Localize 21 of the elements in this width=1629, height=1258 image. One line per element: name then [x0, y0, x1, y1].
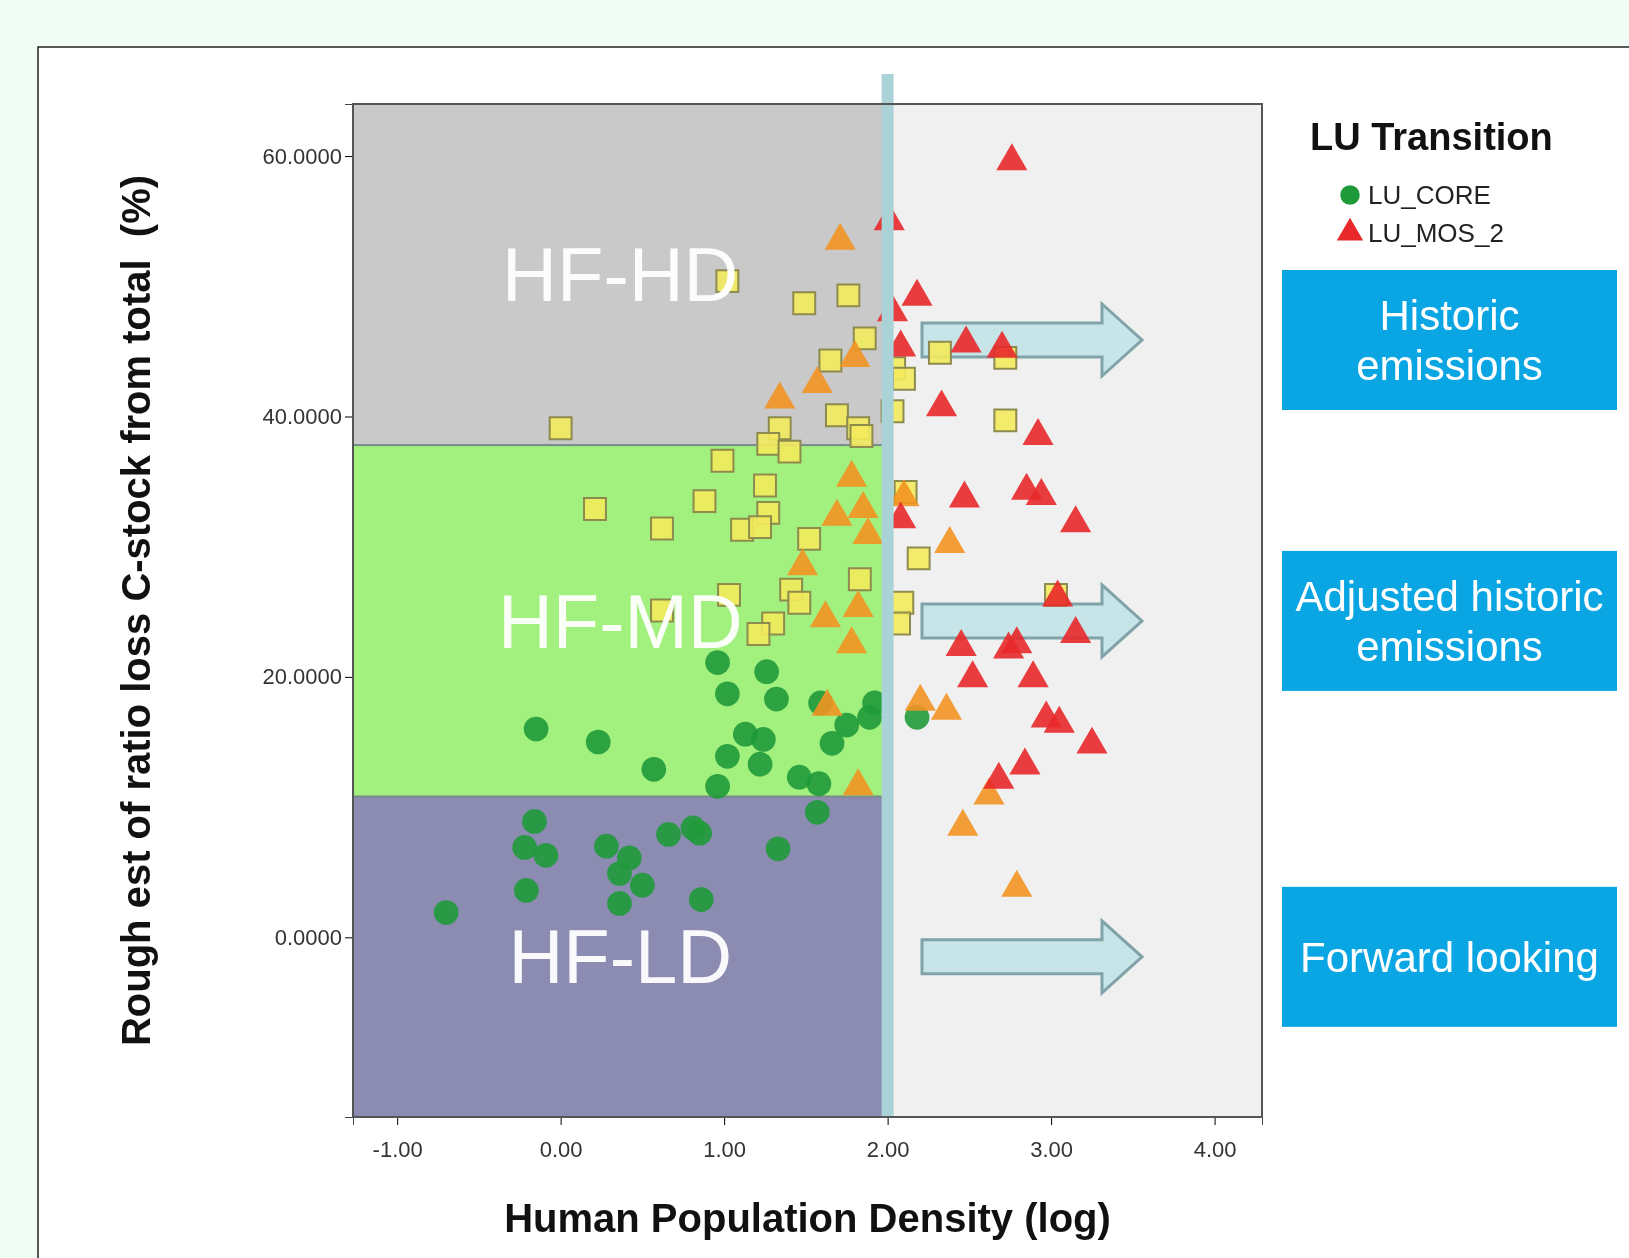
- legend-label: LU_MOS_2: [1368, 218, 1504, 249]
- y-tick-label: 60.0000: [262, 143, 342, 169]
- band-label: HF-LD: [508, 914, 733, 1000]
- x-tick-label: -1.00: [372, 1136, 423, 1162]
- x-tick-label: 0.00: [539, 1136, 583, 1162]
- legend-title: LU Transition: [1310, 116, 1553, 158]
- band-label: HF-MD: [497, 578, 743, 664]
- x-axis-title: Human Population Density (log): [504, 1196, 1111, 1240]
- y-axis-title: Rough est of ratio loss C-stock from total (%): [114, 174, 158, 1047]
- text: Adjusted historic emissions: [1295, 572, 1604, 670]
- y-tick-label: 20.0000: [262, 664, 342, 690]
- x-tick-label: 4.00: [1193, 1136, 1237, 1162]
- text: Forward looking: [1300, 933, 1599, 981]
- x-tick-label: 1.00: [703, 1136, 747, 1162]
- text: Historic emissions: [1356, 291, 1543, 389]
- band-label: HF-HD: [502, 232, 739, 318]
- legend-label: LU_CORE: [1368, 180, 1491, 211]
- x-tick-label: 2.00: [866, 1136, 910, 1162]
- y-tick-label: 0.0000: [274, 924, 342, 950]
- y-tick-label: 40.0000: [262, 404, 342, 430]
- x-tick-label: 3.00: [1030, 1136, 1074, 1162]
